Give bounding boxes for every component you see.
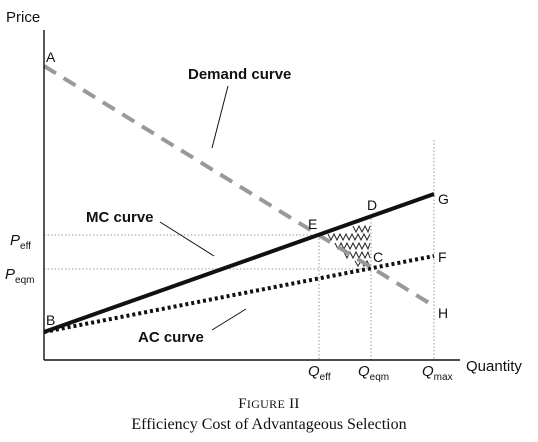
diagram-canvas: Price Quantity Demand curve MC curve AC … xyxy=(5,9,522,383)
point-a-label: A xyxy=(46,49,56,65)
figure-caption: FIGURE II Efficiency Cost of Advantageou… xyxy=(0,394,538,436)
point-b-label: B xyxy=(46,312,55,328)
demand-curve-label: Demand curve xyxy=(188,66,291,83)
q-eff-tick-label: Qeff xyxy=(308,363,331,383)
q-max-tick-label: Qmax xyxy=(422,363,453,383)
efficiency-cost-diagram: Price Quantity Demand curve MC curve AC … xyxy=(5,9,522,383)
mc-curve-label: MC curve xyxy=(86,209,154,226)
x-axis-title: Quantity xyxy=(466,358,522,375)
point-d-label: D xyxy=(367,197,377,213)
p-eff-tick-label: Peff xyxy=(10,232,31,252)
figure-number: FIGURE II xyxy=(238,396,300,412)
point-g-label: G xyxy=(438,191,449,207)
mc-curve-line xyxy=(43,192,435,334)
point-h-label: H xyxy=(438,305,448,321)
y-axis-title: Price xyxy=(6,9,40,26)
demand-leader-line xyxy=(211,85,229,149)
point-f-label: F xyxy=(438,249,447,265)
deadweight-loss-area xyxy=(327,224,371,267)
ac-curve-label: AC curve xyxy=(138,329,204,346)
point-e-label: E xyxy=(308,216,317,232)
q-eqm-tick-label: Qeqm xyxy=(358,363,389,383)
demand-curve-line xyxy=(42,64,436,308)
ac-leader-line xyxy=(211,308,247,331)
point-c-label: C xyxy=(373,249,383,265)
figure-title: Efficiency Cost of Advantageous Selectio… xyxy=(131,416,407,433)
mc-leader-line xyxy=(159,221,215,257)
ac-curve-line xyxy=(43,254,435,334)
p-eqm-tick-label: Peqm xyxy=(5,266,34,286)
